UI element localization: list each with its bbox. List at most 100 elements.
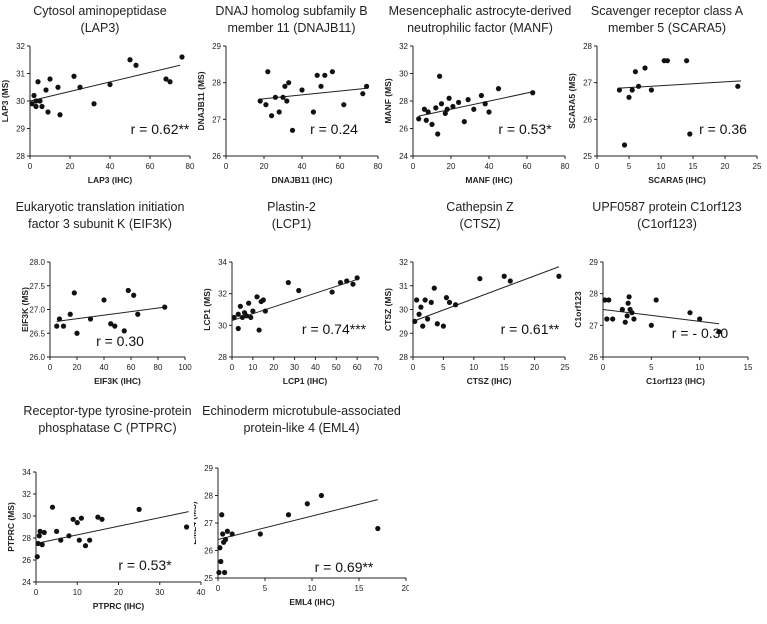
chart-title-line: Eukaryotic translation initiation bbox=[15, 200, 185, 214]
chart-title: Cathepsin Z (CTSZ) bbox=[385, 199, 575, 233]
data-point bbox=[135, 311, 141, 317]
correlation-annotation: r = 0.53* bbox=[118, 557, 172, 573]
scatter-plot-manf: 0 20 40 60 80 24 26 28 30 32 MANF (IHC) MANF (MS) r … bbox=[385, 42, 570, 185]
x-tick-label: 40 bbox=[106, 162, 115, 171]
data-point bbox=[36, 533, 42, 539]
x-tick-label: 60 bbox=[353, 363, 362, 372]
y-tick-label: 34 bbox=[218, 258, 227, 267]
data-point bbox=[299, 87, 305, 93]
data-point bbox=[602, 297, 608, 303]
data-point bbox=[262, 308, 268, 314]
data-point bbox=[31, 92, 37, 99]
data-point bbox=[416, 311, 422, 317]
y-tick-label: 29 bbox=[212, 42, 221, 51]
data-point bbox=[461, 119, 467, 125]
y-tick-label: 26.0 bbox=[29, 353, 45, 362]
y-tick-label: 31 bbox=[16, 70, 25, 79]
y-axis-label: MANF (MS) bbox=[385, 78, 393, 123]
data-point bbox=[108, 321, 114, 327]
data-point bbox=[556, 273, 562, 279]
data-point bbox=[716, 329, 722, 335]
x-axis-label: EML4 (IHC) bbox=[289, 597, 335, 607]
x-tick-label: 20 bbox=[66, 162, 75, 171]
y-tick-label: 34 bbox=[22, 468, 31, 477]
correlation-annotation: r = 0.30 bbox=[96, 333, 144, 349]
correlation-annotation: r = 0.69** bbox=[315, 559, 374, 575]
data-point bbox=[697, 316, 703, 322]
chart-title-line: (LCP1) bbox=[271, 217, 312, 231]
x-tick-label: 10 bbox=[657, 162, 666, 171]
y-axis-label: LCP1 (MS) bbox=[202, 288, 212, 331]
chart-title: Cytosol aminopeptidase (LAP3) bbox=[0, 3, 200, 37]
data-point bbox=[55, 84, 61, 90]
x-tick-label: 80 bbox=[561, 162, 570, 171]
y-tick-label: 26 bbox=[399, 125, 408, 134]
y-tick-label: 26 bbox=[589, 353, 598, 362]
trend-line bbox=[412, 266, 560, 322]
x-tick-label: 0 bbox=[230, 363, 235, 372]
scatter-plot-eif3k: 0 20 40 60 80 100 26.0 26.5 27.0 27.5 28.0 EIF3K (I… bbox=[20, 258, 192, 386]
x-axis-label: EIF3K (IHC) bbox=[94, 376, 141, 386]
data-point bbox=[107, 81, 113, 88]
x-tick-label: 20 bbox=[530, 363, 539, 372]
chart-title-line: (LAP3) bbox=[80, 21, 120, 35]
data-point bbox=[478, 92, 484, 99]
data-point bbox=[99, 516, 105, 522]
data-point bbox=[263, 102, 269, 108]
x-axis-label: MANF (IHC) bbox=[465, 175, 512, 185]
data-point bbox=[35, 540, 41, 547]
data-point bbox=[216, 569, 222, 576]
x-tick-label: 60 bbox=[127, 363, 136, 372]
data-point bbox=[364, 83, 370, 89]
data-point bbox=[412, 318, 418, 324]
x-tick-label: 0 bbox=[34, 588, 39, 597]
data-point bbox=[183, 524, 190, 530]
correlation-annotation: r = 0.62** bbox=[131, 121, 190, 137]
data-point bbox=[257, 531, 263, 537]
y-axis-label: CTSZ (MS) bbox=[385, 288, 393, 331]
data-point bbox=[112, 323, 118, 329]
x-tick-label: 20 bbox=[73, 363, 82, 372]
data-point bbox=[621, 142, 628, 148]
data-point bbox=[354, 275, 360, 281]
x-tick-label: 0 bbox=[411, 162, 416, 171]
data-point bbox=[131, 292, 137, 298]
data-point bbox=[91, 101, 97, 107]
x-tick-label: 80 bbox=[374, 162, 383, 171]
y-tick-label: 27 bbox=[583, 79, 592, 88]
y-tick-label: 32 bbox=[22, 490, 31, 499]
data-point bbox=[314, 72, 320, 78]
y-tick-label: 30 bbox=[16, 97, 25, 106]
x-tick-label: 0 bbox=[411, 363, 416, 372]
x-tick-label: 20 bbox=[114, 588, 123, 597]
chart-title: Plastin-2 (LCP1) bbox=[194, 199, 389, 233]
data-point bbox=[337, 279, 344, 286]
data-point bbox=[486, 109, 492, 115]
y-tick-label: 25 bbox=[583, 152, 592, 161]
data-point bbox=[632, 69, 638, 75]
data-point bbox=[95, 514, 101, 520]
chart-title: UPF0587 protein C1orf123 (C1orf123) bbox=[567, 199, 767, 233]
data-point bbox=[289, 127, 296, 133]
data-point bbox=[125, 287, 131, 294]
chart-title-line: phosphatase C (PTPRC) bbox=[38, 421, 177, 435]
data-point bbox=[250, 308, 256, 314]
data-point bbox=[284, 98, 290, 104]
trend-line bbox=[217, 499, 378, 540]
x-axis-label: DNAJB11 (IHC) bbox=[272, 175, 333, 185]
data-point bbox=[47, 76, 53, 82]
x-tick-label: 40 bbox=[485, 162, 494, 171]
data-point bbox=[422, 297, 428, 303]
data-point bbox=[438, 101, 445, 107]
data-point bbox=[322, 72, 328, 78]
data-point bbox=[54, 528, 60, 534]
data-point bbox=[66, 533, 72, 539]
y-tick-label: 28 bbox=[583, 42, 592, 51]
x-tick-label: 0 bbox=[48, 363, 53, 372]
data-point bbox=[179, 54, 185, 60]
data-point bbox=[74, 520, 80, 526]
data-point bbox=[87, 537, 93, 543]
x-tick-label: 0 bbox=[601, 363, 606, 372]
x-tick-label: 5 bbox=[441, 363, 446, 372]
data-point bbox=[37, 528, 43, 534]
